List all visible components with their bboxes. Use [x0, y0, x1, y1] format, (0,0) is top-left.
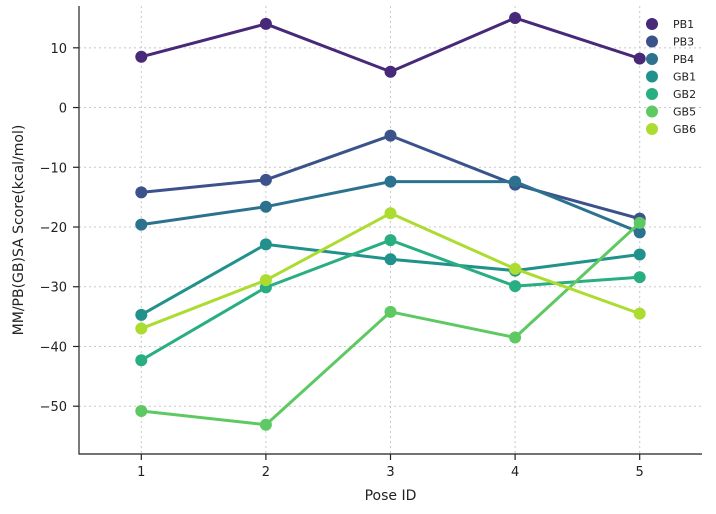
x-tick-label: 2	[262, 465, 270, 480]
legend-marker	[646, 88, 658, 100]
legend-item-GB6: GB6	[646, 123, 696, 136]
series-PB4	[135, 175, 646, 239]
x-tick-label: 1	[137, 465, 145, 480]
data-point	[259, 238, 272, 251]
series-group	[135, 11, 646, 431]
series-line	[141, 221, 641, 427]
data-point	[633, 307, 646, 320]
legend-marker	[646, 35, 658, 48]
data-point	[509, 280, 522, 293]
legend-item-GB1: GB1	[646, 70, 696, 84]
legend-marker	[646, 18, 658, 30]
data-point	[384, 65, 397, 78]
legend-label: PB3	[673, 36, 694, 49]
legend-label: GB1	[673, 71, 696, 84]
x-tick-label: 3	[386, 465, 394, 480]
legend-marker	[646, 70, 658, 83]
data-point	[384, 175, 397, 188]
y-tick-label: −30	[40, 281, 67, 296]
data-point	[259, 17, 272, 30]
legend-item-GB5: GB5	[646, 105, 696, 119]
data-point	[384, 234, 397, 247]
y-tick-label: 0	[59, 102, 67, 117]
data-point	[135, 404, 148, 417]
legend-item-GB2: GB2	[646, 88, 696, 101]
axis-spines	[78, 6, 702, 455]
y-tick-label: −40	[40, 340, 67, 355]
axes: 1 2 3 4 5 10 0 −10 −20 −30 −40 −50	[40, 6, 702, 480]
series-GB6	[135, 207, 646, 335]
data-point	[135, 218, 148, 231]
data-point	[384, 207, 397, 220]
data-point	[633, 52, 646, 65]
series-PB1	[135, 11, 646, 78]
data-point	[509, 175, 522, 188]
data-point	[384, 253, 397, 266]
data-point	[509, 11, 522, 24]
data-point	[509, 262, 522, 275]
data-point	[135, 50, 148, 63]
x-tick-label: 5	[636, 465, 644, 480]
data-point	[633, 248, 646, 261]
data-point	[259, 173, 272, 186]
data-point	[135, 354, 148, 367]
legend-item-PB1: PB1	[646, 18, 694, 31]
grid	[79, 6, 702, 454]
data-point	[633, 216, 646, 229]
y-tick-label: −20	[40, 221, 67, 236]
data-point	[135, 186, 148, 199]
y-tick-label: −10	[40, 161, 67, 176]
data-point	[509, 331, 522, 344]
legend: PB1 PB3 PB4 GB1 GB2 GB5 GB6	[646, 18, 696, 136]
x-axis-label: Pose ID	[365, 488, 417, 504]
y-axis-label: MM/PB(GB)SA Score(kcal/mol)	[11, 125, 27, 336]
legend-label: GB2	[673, 88, 696, 101]
legend-label: GB6	[673, 123, 696, 136]
legend-label: PB1	[673, 18, 694, 31]
y-tick-label: 10	[50, 42, 67, 57]
data-point	[633, 271, 646, 284]
y-tick-label: −50	[40, 400, 67, 415]
x-tick-label: 4	[511, 465, 519, 480]
data-point	[135, 308, 148, 321]
series-GB1	[135, 238, 646, 321]
legend-marker	[646, 53, 658, 65]
data-point	[259, 200, 272, 213]
legend-label: PB4	[673, 53, 694, 66]
legend-label: GB5	[673, 106, 696, 119]
legend-item-PB4: PB4	[646, 53, 694, 66]
data-point	[384, 129, 397, 142]
data-point	[633, 226, 646, 239]
data-point	[384, 305, 397, 318]
legend-item-PB3: PB3	[646, 35, 694, 49]
data-point	[259, 274, 272, 287]
data-point	[135, 322, 148, 335]
series-GB5	[135, 216, 646, 431]
legend-marker	[646, 105, 658, 118]
legend-marker	[646, 123, 658, 135]
data-point	[259, 418, 272, 431]
